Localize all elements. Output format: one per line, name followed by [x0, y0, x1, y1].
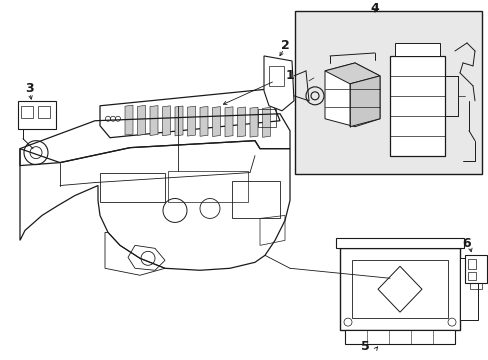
Text: 2: 2: [280, 40, 289, 53]
Polygon shape: [237, 107, 245, 137]
Polygon shape: [249, 107, 258, 137]
Bar: [21, 106, 33, 118]
Text: 6: 6: [462, 237, 470, 250]
Bar: [100, 172, 164, 202]
Polygon shape: [224, 107, 232, 137]
Polygon shape: [325, 63, 379, 84]
Polygon shape: [264, 56, 293, 111]
Polygon shape: [150, 105, 158, 135]
Bar: [231, 181, 280, 219]
Polygon shape: [262, 107, 270, 137]
Polygon shape: [200, 107, 207, 136]
Text: 4: 4: [370, 1, 379, 15]
Bar: [389, 56, 444, 156]
Bar: [38, 106, 50, 118]
Polygon shape: [212, 107, 220, 136]
Polygon shape: [162, 106, 170, 136]
Polygon shape: [100, 89, 280, 138]
Polygon shape: [125, 105, 133, 135]
Polygon shape: [175, 106, 183, 136]
Text: 3: 3: [26, 82, 34, 95]
Bar: [258, 109, 275, 127]
Bar: [345, 330, 454, 344]
Bar: [467, 272, 475, 280]
Bar: [394, 43, 439, 56]
Bar: [294, 11, 481, 174]
Bar: [467, 259, 475, 269]
Bar: [469, 283, 481, 289]
Bar: [464, 255, 486, 283]
Polygon shape: [18, 101, 56, 129]
Polygon shape: [137, 105, 145, 135]
Text: 1: 1: [285, 69, 294, 82]
Polygon shape: [349, 76, 379, 127]
Bar: [335, 238, 463, 248]
Polygon shape: [187, 106, 195, 136]
Bar: [339, 248, 459, 330]
Bar: [168, 171, 247, 202]
Polygon shape: [325, 63, 379, 127]
Text: 5: 5: [360, 339, 368, 352]
Bar: [459, 258, 477, 320]
Bar: [268, 66, 284, 86]
Bar: [351, 260, 447, 318]
